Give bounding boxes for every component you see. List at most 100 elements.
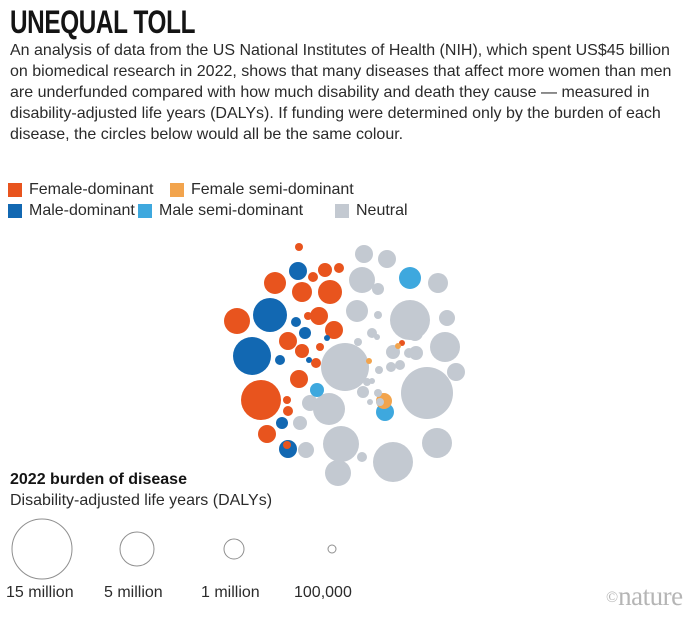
disease-bubble-fd <box>310 307 328 325</box>
disease-bubble-md <box>253 298 287 332</box>
legend-label: Male semi-dominant <box>159 202 304 219</box>
legend-label: Female-dominant <box>29 181 154 198</box>
copyright-icon: © <box>606 589 619 606</box>
legend-item-neutral: Neutral <box>335 202 408 220</box>
nature-logo: nature <box>618 581 683 611</box>
disease-bubble-fd <box>290 370 308 388</box>
disease-bubble-fd <box>318 280 342 304</box>
disease-bubble-n <box>376 398 384 406</box>
disease-bubble-n <box>325 460 351 486</box>
disease-bubble-n <box>401 367 453 419</box>
nature-credit: ©nature <box>606 581 683 612</box>
disease-bubble-n <box>313 393 345 425</box>
size-legend-title: 2022 burden of disease <box>10 471 187 488</box>
disease-bubble-md <box>306 357 312 363</box>
disease-bubble-fd <box>311 358 321 368</box>
disease-bubble-n <box>447 363 465 381</box>
disease-bubble-n <box>404 348 414 358</box>
disease-bubble-ms <box>310 383 324 397</box>
disease-bubble-md <box>233 337 271 375</box>
disease-bubble-fd <box>241 380 281 420</box>
disease-bubble-fd <box>258 425 276 443</box>
legend-item-female-dominant: Female-dominant <box>8 181 154 199</box>
male-dominant-swatch-icon <box>8 204 22 218</box>
size-legend-label: 1 million <box>201 584 260 601</box>
disease-bubble-md <box>289 262 307 280</box>
disease-bubble-n <box>422 428 452 458</box>
disease-bubble-fd <box>283 406 293 416</box>
disease-bubble-n <box>355 245 373 263</box>
disease-bubble-n <box>375 366 383 374</box>
disease-bubble-n <box>372 283 384 295</box>
disease-bubble-fd <box>264 272 286 294</box>
disease-bubble-md <box>275 355 285 365</box>
disease-bubble-fd <box>283 441 291 449</box>
legend-item-male-semi-dominant: Male semi-dominant <box>138 202 303 220</box>
neutral-swatch-icon <box>335 204 349 218</box>
disease-bubble-md <box>324 335 330 341</box>
disease-bubble-fd <box>325 321 343 339</box>
disease-bubble-n <box>374 334 380 340</box>
disease-bubble-n <box>367 399 373 405</box>
disease-bubble-n <box>323 426 359 462</box>
disease-bubble-n <box>302 395 318 411</box>
disease-bubble-n <box>357 452 367 462</box>
disease-bubble-n <box>374 311 382 319</box>
disease-bubble-n <box>373 442 413 482</box>
disease-bubble-fd <box>279 332 297 350</box>
size-legend-subtitle: Disability-adjusted life years (DALYs) <box>10 492 273 509</box>
size-legend-label: 100,000 <box>294 584 352 601</box>
disease-bubble-n <box>363 378 371 386</box>
disease-bubble-n <box>346 300 368 322</box>
disease-bubble-n <box>298 442 314 458</box>
disease-bubble-n <box>430 332 460 362</box>
size-legend-circle-5m-icon <box>106 518 168 580</box>
disease-bubble-n <box>395 360 405 370</box>
disease-bubble-fd <box>292 282 312 302</box>
size-legend-circle-1m-icon <box>203 518 265 580</box>
disease-bubble-fd <box>224 308 250 334</box>
disease-bubble-fd <box>295 243 303 251</box>
disease-bubble-n <box>374 389 382 397</box>
size-legend-circle-100k-icon <box>301 518 363 580</box>
disease-bubble-fs <box>366 358 372 364</box>
disease-bubble-n <box>349 267 375 293</box>
disease-bubble-md <box>291 317 301 327</box>
disease-bubble-ms <box>399 267 421 289</box>
description: An analysis of data from the US National… <box>10 42 672 143</box>
disease-bubble-n <box>386 362 396 372</box>
disease-bubble-n <box>407 325 423 341</box>
disease-bubble-fd <box>318 263 332 277</box>
disease-bubble-fd <box>316 343 324 351</box>
legend-label: Neutral <box>356 202 408 219</box>
legend-item-male-dominant: Male-dominant <box>8 202 135 220</box>
size-legend-circle-15m-icon <box>11 518 73 580</box>
disease-bubble-n <box>293 416 307 430</box>
disease-bubble-fd <box>308 272 318 282</box>
disease-bubble-n <box>378 250 396 268</box>
disease-bubble-n <box>354 338 362 346</box>
disease-bubble-md <box>276 417 288 429</box>
disease-bubble-n <box>439 310 455 326</box>
disease-bubble-fd <box>283 396 291 404</box>
size-legend-label: 15 million <box>6 584 74 601</box>
legend-item-female-semi-dominant: Female semi-dominant <box>170 181 354 199</box>
size-legend-label: 5 million <box>104 584 163 601</box>
female-semi-dominant-swatch-icon <box>170 183 184 197</box>
disease-bubble-fs <box>395 343 401 349</box>
disease-bubble-fd <box>334 263 344 273</box>
male-semi-dominant-swatch-icon <box>138 204 152 218</box>
disease-bubble-fd <box>304 312 312 320</box>
disease-bubble-md <box>299 327 311 339</box>
disease-bubble-n <box>369 378 375 384</box>
legend-label: Female semi-dominant <box>191 181 354 198</box>
disease-bubble-n <box>321 343 369 391</box>
legend-label: Male-dominant <box>29 202 135 219</box>
disease-bubble-fd <box>295 344 309 358</box>
disease-bubble-n <box>357 386 369 398</box>
page-title: UNEQUAL TOLL <box>10 4 196 40</box>
female-dominant-swatch-icon <box>8 183 22 197</box>
disease-bubble-n <box>428 273 448 293</box>
